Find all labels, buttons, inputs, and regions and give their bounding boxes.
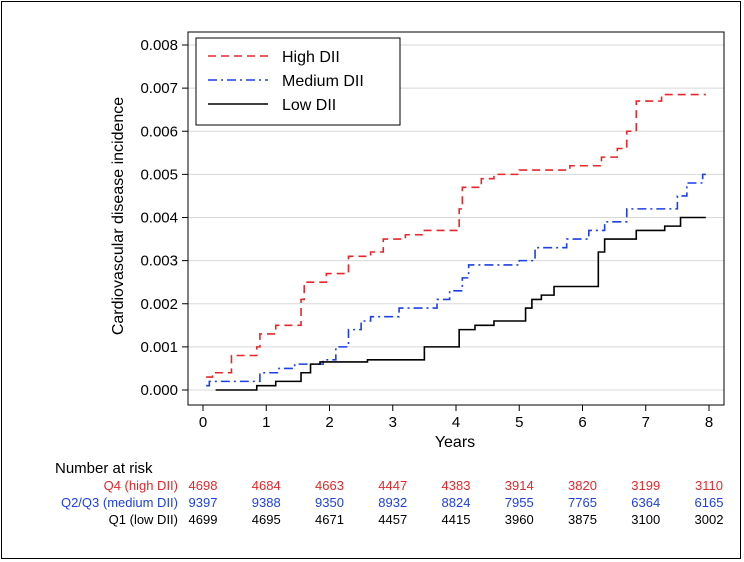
risk-value: 3960: [505, 512, 534, 527]
y-tick-label: 0.003: [140, 253, 178, 270]
risk-value: 6165: [695, 495, 724, 510]
risk-value: 4698: [189, 478, 218, 493]
y-axis: 0.000 0.001 0.002 0.003 0.004 0.005 0.006 0.007…: [140, 37, 188, 399]
risk-value: 3820: [568, 478, 597, 493]
risk-value: 4663: [315, 478, 344, 493]
risk-value: 3100: [631, 512, 660, 527]
y-tick-label: 0.002: [140, 296, 178, 313]
y-tick-label: 0.006: [140, 123, 178, 140]
y-tick-label: 0.008: [140, 37, 178, 54]
x-axis-label: Years: [435, 434, 475, 451]
x-axis: 0 1 2 3 4 5 6 7 8: [199, 405, 713, 431]
risk-row-label: Q1 (low DII): [109, 512, 178, 527]
x-tick-label: 3: [389, 414, 397, 431]
y-tick-label: 0.007: [140, 80, 178, 97]
risk-value: 9388: [252, 495, 281, 510]
x-tick-label: 0: [199, 414, 207, 431]
risk-value: 4447: [378, 478, 407, 493]
risk-value: 4457: [378, 512, 407, 527]
risk-value: 4695: [252, 512, 281, 527]
risk-value: 4684: [252, 478, 281, 493]
risk-value: 3110: [695, 478, 723, 493]
series-line-high-dii: [206, 93, 706, 378]
risk-value: 8932: [378, 495, 407, 510]
risk-value: 3914: [505, 478, 534, 493]
risk-value: 7955: [505, 495, 534, 510]
legend-label: Low DII: [282, 97, 336, 114]
x-tick-label: 7: [642, 414, 650, 431]
risk-value: 9350: [315, 495, 344, 510]
risk-value: 9397: [189, 495, 218, 510]
risk-value: 4699: [189, 512, 218, 527]
risk-value: 7765: [568, 495, 597, 510]
risk-value: 4671: [315, 512, 344, 527]
risk-value: 8824: [442, 495, 471, 510]
x-tick-label: 6: [578, 414, 586, 431]
y-tick-label: 0.000: [140, 382, 178, 399]
legend-label: High DII: [282, 49, 340, 66]
risk-table: Q4 (high DII) 4698 4684 4663 4447 4383 3914 382…: [61, 478, 723, 527]
risk-value: 3199: [631, 478, 660, 493]
series-line-medium-dii: [206, 173, 706, 387]
x-tick-label: 4: [452, 414, 460, 431]
legend-box: [195, 37, 401, 126]
risk-table-title: Number at risk: [55, 460, 153, 477]
legend: High DII Medium DII Low DII: [195, 37, 401, 126]
y-axis-label: Cardiovascular disease incidence: [110, 97, 127, 335]
x-tick-label: 2: [325, 414, 333, 431]
risk-value: 4383: [442, 478, 471, 493]
risk-value: 3875: [568, 512, 597, 527]
series-lines: [206, 93, 706, 391]
x-tick-label: 5: [515, 414, 523, 431]
y-tick-label: 0.001: [140, 339, 178, 356]
risk-row-label: Q2/Q3 (medium DII): [61, 495, 178, 510]
legend-label: Medium DII: [282, 73, 364, 90]
y-tick-label: 0.004: [140, 210, 178, 227]
x-tick-label: 1: [262, 414, 270, 431]
risk-row-label: Q4 (high DII): [104, 478, 178, 493]
series-line-low-dii: [215, 216, 706, 391]
risk-value: 6364: [631, 495, 660, 510]
risk-value: 4415: [442, 512, 471, 527]
risk-value: 3002: [695, 512, 724, 527]
y-tick-label: 0.005: [140, 166, 178, 183]
x-tick-label: 8: [705, 414, 713, 431]
